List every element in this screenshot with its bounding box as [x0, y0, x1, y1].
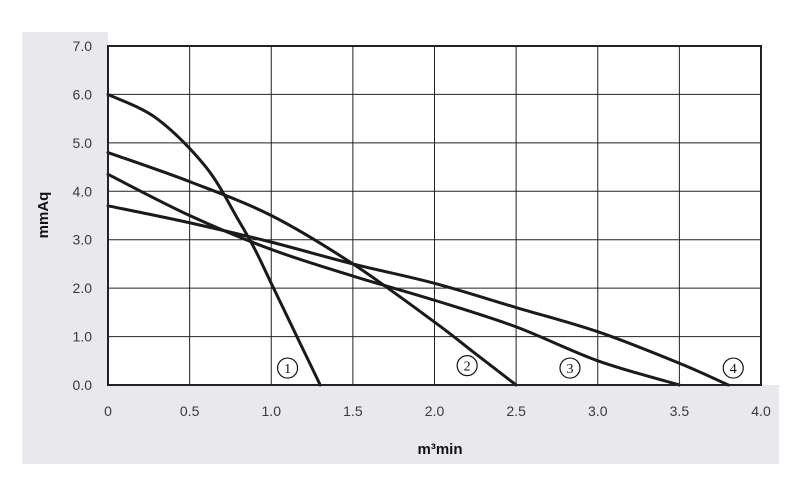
x-tick-label: 3.0	[588, 403, 608, 419]
y-tick-label: 1.0	[73, 329, 93, 345]
x-tick-label: 0	[104, 403, 112, 419]
y-tick-label: 3.0	[73, 232, 93, 248]
curve-3-marker-label: 3	[566, 362, 573, 377]
x-tick-label: 2.0	[425, 403, 445, 419]
y-tick-label: 4.0	[73, 183, 93, 199]
y-tick-label: 6.0	[73, 86, 93, 102]
curve-4-line	[106, 204, 730, 387]
curve-2-line	[106, 151, 518, 387]
x-tick-label: 1.5	[343, 403, 363, 419]
chart-background-bottom	[22, 385, 779, 464]
x-tick-label: 2.5	[506, 403, 526, 419]
y-tick-label: 5.0	[73, 135, 93, 151]
curve-3-marker-circle	[559, 357, 581, 379]
curve-labels: 1 2 3 4	[276, 355, 744, 379]
x-axis-title: m³min	[418, 441, 463, 458]
curve-3-line	[106, 172, 681, 387]
curve-1-marker-label: 1	[284, 362, 291, 377]
curve-1-marker-circle	[276, 357, 299, 379]
curve-2-marker-circle	[456, 355, 478, 377]
x-tick-label: 1.0	[262, 403, 282, 419]
y-tick-label: 0.0	[73, 377, 93, 393]
y-tick-label: 7.0	[73, 38, 93, 54]
x-tick-label: 4.0	[751, 403, 771, 419]
tick-labels: 0 0.5 1.0 1.5 2.0 2.5 3.0 3.5 4.0 0.0 1.0 2.0 3.0 4.0…	[73, 38, 771, 419]
curve-4-marker-label: 4	[730, 362, 737, 377]
plot-border	[107, 45, 762, 386]
curves	[106, 92, 730, 387]
y-axis-title: mmAq	[35, 192, 52, 239]
y-tick-label: 2.0	[73, 280, 93, 296]
x-tick-label: 0.5	[180, 403, 200, 419]
curve-1-line	[106, 92, 322, 387]
curve-4-marker-circle	[722, 357, 744, 379]
curve-2-marker-label: 2	[464, 360, 471, 375]
x-tick-label: 3.5	[670, 403, 690, 419]
